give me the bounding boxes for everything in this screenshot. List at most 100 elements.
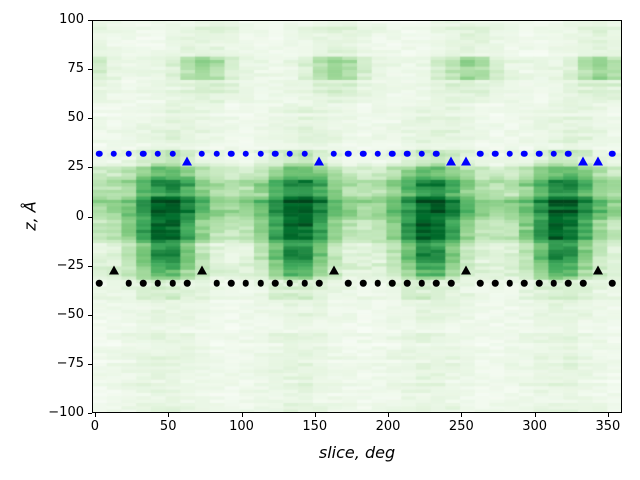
upper-boundary-dots-marker bbox=[198, 150, 206, 157]
y-tick-label: 100 bbox=[59, 12, 84, 27]
heatmap-canvas bbox=[92, 20, 622, 413]
lower-boundary-dots-marker bbox=[125, 280, 132, 287]
lower-boundary-dots-marker bbox=[271, 280, 279, 287]
lower-boundary-dots-marker bbox=[491, 280, 499, 287]
y-tick bbox=[88, 118, 92, 120]
lower-boundary-dots-marker bbox=[315, 280, 323, 287]
lower-boundary-triangles-marker bbox=[108, 265, 119, 275]
lower-boundary-dots-marker bbox=[609, 280, 616, 287]
lower-boundary-triangles-marker bbox=[328, 265, 339, 275]
lower-boundary-dots-marker bbox=[521, 280, 528, 287]
lower-boundary-triangles-marker bbox=[196, 265, 207, 275]
y-tick-label: −25 bbox=[56, 257, 84, 273]
lower-boundary-dots-marker bbox=[345, 280, 352, 287]
lower-boundary-dots-marker bbox=[96, 280, 103, 287]
y-tick bbox=[88, 413, 92, 414]
lower-boundary-dots-marker bbox=[418, 280, 426, 287]
upper-boundary-dots-marker bbox=[477, 150, 484, 157]
upper-boundary-dots-marker bbox=[433, 150, 440, 157]
lower-boundary-triangles-marker bbox=[592, 265, 603, 275]
upper-boundary-dots-marker bbox=[359, 150, 367, 157]
upper-boundary-dots-marker bbox=[257, 150, 264, 157]
lower-boundary-dots-marker bbox=[535, 280, 543, 287]
x-tick bbox=[388, 413, 390, 417]
x-tick-label: 100 bbox=[229, 419, 254, 434]
upper-boundary-dots-marker bbox=[96, 150, 103, 157]
lower-boundary-dots-marker bbox=[565, 280, 572, 287]
upper-boundary-dots-marker bbox=[110, 150, 118, 157]
lower-boundary-dots-marker bbox=[286, 280, 294, 287]
lower-boundary-dots-marker bbox=[403, 280, 411, 287]
x-tick bbox=[534, 413, 536, 417]
y-tick bbox=[88, 167, 92, 169]
y-tick bbox=[88, 20, 92, 21]
lower-boundary-dots-marker bbox=[447, 280, 455, 287]
lower-boundary-dots-marker bbox=[389, 280, 396, 287]
upper-boundary-triangles-marker bbox=[592, 156, 603, 166]
y-tick-label: 0 bbox=[75, 208, 84, 224]
upper-boundary-dots-marker bbox=[535, 150, 543, 157]
x-tick-label: 300 bbox=[522, 419, 548, 434]
upper-boundary-dots-marker bbox=[154, 150, 162, 157]
upper-boundary-dots-marker bbox=[140, 150, 147, 157]
x-axis-label: slice, deg bbox=[318, 443, 396, 462]
upper-boundary-dots-marker bbox=[286, 150, 294, 157]
x-tick bbox=[461, 413, 463, 417]
lower-boundary-dots-marker bbox=[301, 280, 308, 287]
upper-boundary-dots-marker bbox=[301, 150, 308, 157]
upper-boundary-dots-marker bbox=[403, 150, 411, 157]
upper-boundary-dots-marker bbox=[389, 150, 396, 157]
upper-boundary-dots-marker bbox=[169, 150, 176, 157]
lower-boundary-dots-marker bbox=[227, 280, 235, 287]
upper-boundary-triangles-marker bbox=[314, 156, 325, 166]
upper-boundary-dots-marker bbox=[521, 150, 528, 157]
y-tick bbox=[88, 314, 92, 316]
upper-boundary-dots-marker bbox=[227, 150, 235, 157]
x-tick bbox=[314, 413, 316, 417]
upper-boundary-dots-marker bbox=[330, 150, 338, 157]
x-tick-label: 350 bbox=[595, 419, 621, 434]
upper-boundary-dots-marker bbox=[550, 150, 557, 157]
upper-boundary-triangles-marker bbox=[578, 156, 588, 166]
lower-boundary-dots-marker bbox=[242, 280, 250, 287]
lower-boundary-dots-marker bbox=[359, 280, 367, 287]
x-tick-label: 150 bbox=[302, 419, 328, 434]
upper-boundary-dots-marker bbox=[213, 150, 220, 157]
lower-boundary-dots-marker bbox=[140, 280, 147, 287]
upper-boundary-dots-marker bbox=[609, 150, 616, 157]
lower-boundary-dots-marker bbox=[374, 280, 382, 287]
upper-boundary-dots-marker bbox=[242, 150, 250, 157]
upper-boundary-dots-marker bbox=[506, 150, 513, 157]
upper-boundary-dots-marker bbox=[345, 150, 352, 157]
lower-boundary-dots-marker bbox=[184, 280, 191, 287]
y-tick bbox=[88, 363, 92, 365]
lower-boundary-triangles-marker bbox=[460, 265, 471, 275]
x-tick bbox=[168, 413, 170, 417]
y-tick-label: −100 bbox=[48, 405, 84, 420]
y-tick-label: 75 bbox=[67, 61, 84, 77]
y-tick bbox=[88, 265, 92, 267]
x-tick-label: 0 bbox=[90, 419, 100, 434]
lower-boundary-dots-marker bbox=[213, 280, 220, 287]
lower-boundary-dots-marker bbox=[550, 280, 557, 287]
upper-boundary-dots-marker bbox=[271, 150, 279, 157]
x-tick-label: 200 bbox=[375, 419, 401, 434]
x-tick bbox=[241, 413, 243, 417]
lower-boundary-dots-marker bbox=[169, 280, 176, 287]
upper-boundary-dots-marker bbox=[374, 150, 382, 157]
lower-boundary-dots-marker bbox=[433, 280, 440, 287]
upper-boundary-dots-marker bbox=[491, 150, 499, 157]
lower-boundary-dots-marker bbox=[506, 280, 513, 287]
y-tick-label: −75 bbox=[56, 355, 84, 371]
upper-boundary-triangles-marker bbox=[460, 156, 471, 166]
lower-boundary-dots-marker bbox=[154, 280, 162, 287]
lower-boundary-dots-marker bbox=[477, 280, 484, 287]
x-tick-label: 50 bbox=[159, 419, 177, 434]
x-tick bbox=[607, 413, 609, 417]
upper-boundary-triangles-marker bbox=[446, 156, 457, 166]
y-tick-label: −50 bbox=[56, 306, 84, 322]
upper-boundary-dots-marker bbox=[418, 150, 426, 157]
y-tick-label: 25 bbox=[67, 159, 84, 175]
